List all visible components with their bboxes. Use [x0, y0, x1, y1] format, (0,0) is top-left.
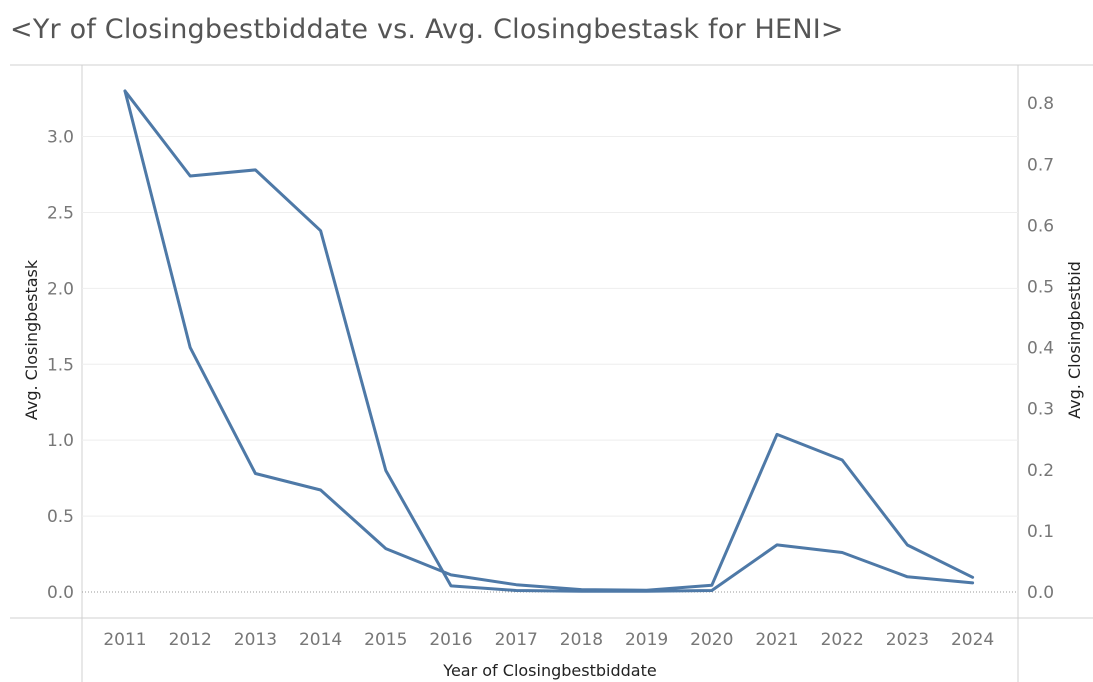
x-axis-title: Year of Closingbestbiddate [442, 661, 656, 680]
y2-tick-label: 0.1 [1027, 522, 1054, 542]
y2-tick-label: 0.4 [1027, 339, 1054, 359]
y-tick-label: 0.5 [47, 507, 74, 527]
tick-labels: 0.0 0.5 1.0 1.5 2.0 2.5 3.0 0.0 0.1 0.2 0.3 0.4 0.5 0… [47, 94, 1054, 650]
y-tick-label: 1.5 [47, 355, 74, 375]
y-tick-label: 2.5 [47, 203, 74, 223]
x-tick-label: 2022 [821, 630, 864, 650]
y2-tick-label: 0.7 [1027, 155, 1054, 175]
chart-frame [10, 64, 1093, 682]
x-tick-label: 2014 [299, 630, 342, 650]
x-tick-label: 2015 [364, 630, 407, 650]
y2-axis-title: Avg. Closingbestbid [1065, 261, 1084, 419]
y2-tick-label: 0.8 [1027, 94, 1054, 114]
x-tick-label: 2013 [234, 630, 277, 650]
x-tick-label: 2023 [886, 630, 929, 650]
y-tick-label: 2.0 [47, 279, 74, 299]
x-tick-label: 2020 [690, 630, 733, 650]
x-tick-label: 2011 [103, 630, 146, 650]
series-line-closingbestbid [123, 89, 975, 592]
x-tick-label: 2019 [625, 630, 668, 650]
y2-tick-label: 0.5 [1027, 278, 1054, 298]
y-axis-title: Avg. Closingbestask [22, 259, 41, 420]
series-line-closingbestask [123, 89, 975, 593]
x-tick-label: 2021 [755, 630, 798, 650]
y2-tick-label: 0.2 [1027, 461, 1054, 481]
y-tick-label: 1.0 [47, 431, 74, 451]
y2-tick-label: 0.0 [1027, 583, 1054, 603]
y2-tick-label: 0.6 [1027, 216, 1054, 236]
y2-tick-label: 0.3 [1027, 400, 1054, 420]
gridlines [82, 136, 1018, 593]
series-lines [123, 89, 975, 593]
x-tick-label: 2024 [951, 630, 994, 650]
x-tick-label: 2018 [560, 630, 603, 650]
x-tick-label: 2012 [169, 630, 212, 650]
x-tick-label: 2016 [429, 630, 472, 650]
y-tick-label: 3.0 [47, 128, 74, 148]
chart-title: <Yr of Closingbestbiddate vs. Avg. Closi… [10, 14, 844, 45]
y-tick-label: 0.0 [47, 583, 74, 603]
x-tick-label: 2017 [495, 630, 538, 650]
